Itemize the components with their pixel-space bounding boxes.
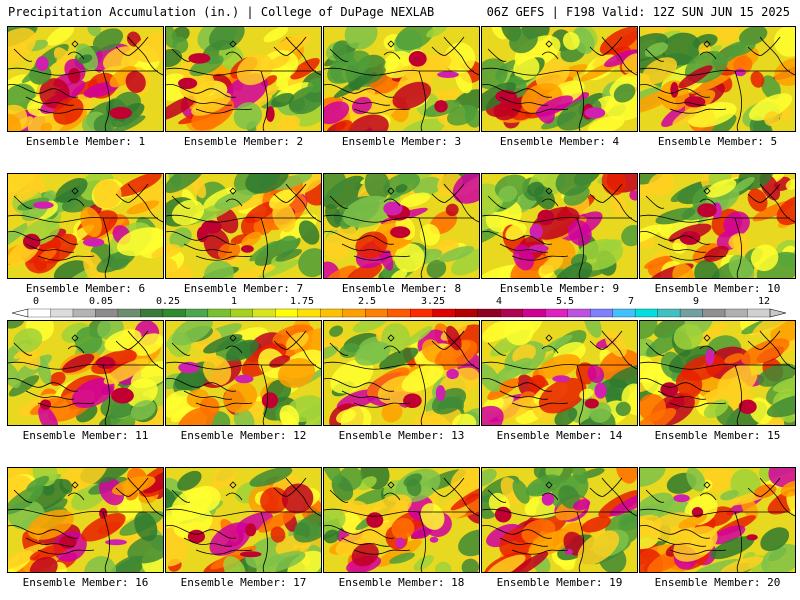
ensemble-member-map <box>7 320 164 426</box>
colorbar-swatch <box>95 308 119 318</box>
colorbar-tick-label: 1.75 <box>289 296 315 307</box>
ensemble-member-label: Ensemble Member: 10 <box>654 282 781 295</box>
ensemble-member-map <box>481 173 638 279</box>
ensemble-member-label: Ensemble Member: 5 <box>657 135 778 148</box>
colorbar-swatch <box>185 308 209 318</box>
colorbar-swatch <box>252 308 276 318</box>
ensemble-member-map <box>165 467 322 573</box>
ensemble-member-map <box>323 320 480 426</box>
ensemble-member-label: Ensemble Member: 14 <box>496 429 623 442</box>
colorbar-swatch <box>342 308 366 318</box>
colorbar-tick-label: 7 <box>627 296 635 307</box>
ensemble-member-map <box>165 320 322 426</box>
ensemble-member-label: Ensemble Member: 18 <box>338 576 465 589</box>
ensemble-member-map <box>165 26 322 132</box>
colorbar-swatch <box>387 308 411 318</box>
colorbar-swatch <box>365 308 389 318</box>
colorbar-swatch <box>545 308 569 318</box>
colorbar-swatch <box>500 308 524 318</box>
colorbar-swatch <box>27 308 51 318</box>
colorbar-swatch <box>634 308 659 318</box>
ensemble-member-map <box>323 467 480 573</box>
colorbar-swatch <box>275 308 299 318</box>
colorbar-swatch <box>702 308 726 318</box>
colorbar-tick-label: 9 <box>692 296 700 307</box>
colorbar-swatch <box>140 308 164 318</box>
ensemble-member-map <box>481 467 638 573</box>
colorbar-swatch <box>410 308 434 318</box>
colorbar-swatch <box>297 308 321 318</box>
colorbar-swatch <box>612 308 636 318</box>
colorbar-swatch <box>230 308 254 318</box>
colorbar-swatch <box>162 308 186 318</box>
ensemble-member-map <box>481 320 638 426</box>
colorbar-swatch <box>117 308 141 318</box>
colorbar-swatch <box>657 308 681 318</box>
colorbar-swatch <box>589 308 614 318</box>
ensemble-member-label: Ensemble Member: 20 <box>654 576 781 589</box>
colorbar-swatch <box>679 308 703 318</box>
colorbar-swatch <box>567 308 591 318</box>
colorbar-swatch <box>747 308 771 318</box>
colorbar-swatch <box>320 308 344 318</box>
ensemble-member-label: Ensemble Member: 6 <box>25 282 146 295</box>
colorbar-tick-label: 5.5 <box>555 296 575 307</box>
precipitation-colorbar <box>11 308 787 318</box>
ensemble-member-map <box>165 173 322 279</box>
colorbar-tick-label: 2.5 <box>357 296 377 307</box>
ensemble-member-label: Ensemble Member: 15 <box>654 429 781 442</box>
colorbar-swatch <box>432 308 456 318</box>
model-run-info: 06Z GEFS | F198 Valid: 12Z SUN JUN 15 20… <box>486 5 790 19</box>
colorbar-swatch <box>522 308 546 318</box>
ensemble-member-label: Ensemble Member: 1 <box>25 135 146 148</box>
ensemble-member-map <box>7 26 164 132</box>
ensemble-member-map <box>7 467 164 573</box>
ensemble-member-label: Ensemble Member: 12 <box>180 429 307 442</box>
colorbar-tick-label: 12 <box>757 296 771 307</box>
ensemble-member-label: Ensemble Member: 4 <box>499 135 620 148</box>
ensemble-member-map <box>323 173 480 279</box>
ensemble-member-label: Ensemble Member: 3 <box>341 135 462 148</box>
ensemble-member-label: Ensemble Member: 9 <box>499 282 620 295</box>
ensemble-member-map <box>639 320 796 426</box>
ensemble-member-label: Ensemble Member: 7 <box>183 282 304 295</box>
colorbar-swatch <box>50 308 74 318</box>
ensemble-member-map <box>481 26 638 132</box>
colorbar-tick-label: 0.05 <box>88 296 114 307</box>
ensemble-member-map <box>7 173 164 279</box>
ensemble-member-label: Ensemble Member: 17 <box>180 576 307 589</box>
ensemble-member-map <box>323 26 480 132</box>
colorbar-tick-label: 1 <box>230 296 238 307</box>
ensemble-member-map <box>639 467 796 573</box>
colorbar-swatch <box>477 308 501 318</box>
ensemble-member-label: Ensemble Member: 2 <box>183 135 304 148</box>
colorbar-max-arrow <box>769 308 787 318</box>
ensemble-member-label: Ensemble Member: 8 <box>341 282 462 295</box>
colorbar-min-arrow <box>11 308 29 318</box>
ensemble-member-label: Ensemble Member: 11 <box>22 429 149 442</box>
ensemble-member-map <box>639 173 796 279</box>
ensemble-member-map <box>639 26 796 132</box>
colorbar-swatch <box>455 308 479 318</box>
colorbar-swatch <box>724 308 748 318</box>
ensemble-member-label: Ensemble Member: 13 <box>338 429 465 442</box>
colorbar-tick-label: 0 <box>32 296 40 307</box>
ensemble-member-label: Ensemble Member: 16 <box>22 576 149 589</box>
colorbar-tick-label: 0.25 <box>155 296 181 307</box>
colorbar-swatch <box>72 308 96 318</box>
colorbar-tick-label: 3.25 <box>420 296 446 307</box>
colorbar-swatch <box>207 308 231 318</box>
colorbar-tick-label: 4 <box>495 296 503 307</box>
ensemble-member-label: Ensemble Member: 19 <box>496 576 623 589</box>
map-title: Precipitation Accumulation (in.) | Colle… <box>8 5 435 19</box>
